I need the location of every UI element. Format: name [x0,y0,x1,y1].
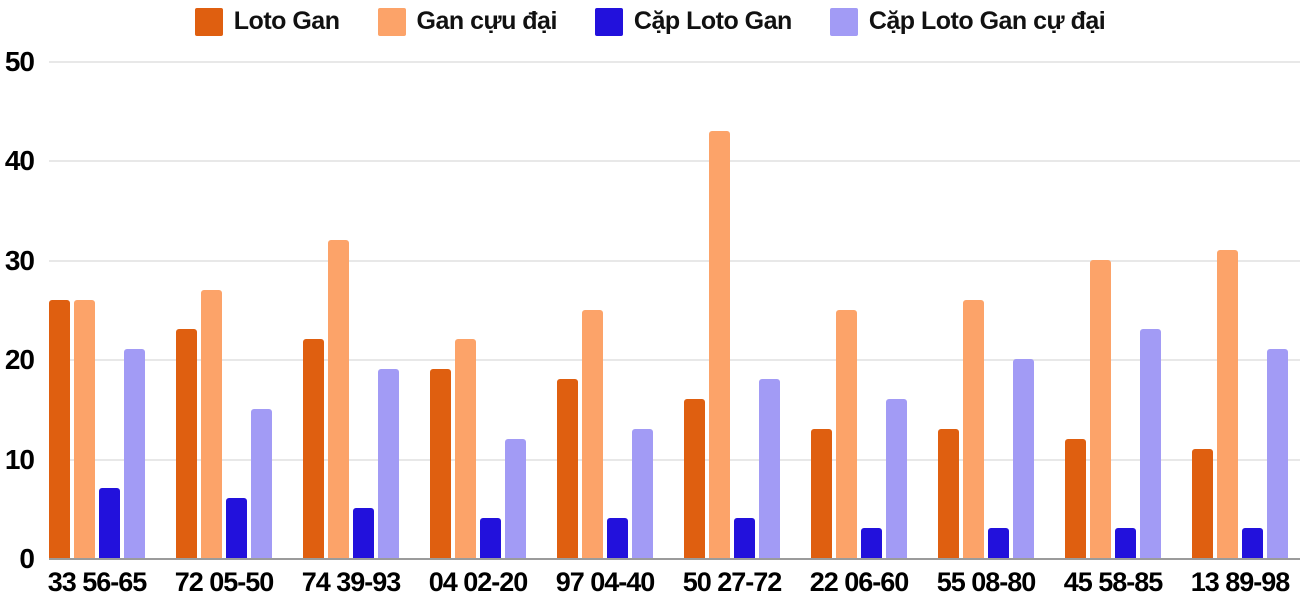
bar[interactable] [251,408,272,558]
plot-area [0,61,1300,560]
legend-swatch-icon [377,7,406,36]
legend-item[interactable]: Cặp Loto Gan [594,7,792,36]
bar[interactable] [1267,349,1288,558]
bar-group [938,61,1034,558]
bar-group [557,61,653,558]
gridline [49,160,1300,163]
y-tick-label: 40 [4,145,35,177]
x-tick-label: 74 39-93 [301,567,402,597]
bar[interactable] [1013,359,1034,558]
bar[interactable] [201,289,222,558]
bar[interactable] [582,309,603,558]
bar[interactable] [632,428,653,558]
bar-group [684,61,780,558]
bar[interactable] [1115,528,1136,558]
x-tick-label: 97 04-40 [555,567,656,597]
bar[interactable] [557,379,578,558]
legend-label: Cặp Loto Gan cự đại [868,7,1106,35]
bar[interactable] [811,428,832,558]
y-tick-label: 0 [19,543,35,574]
bar-group [1065,61,1161,558]
x-tick-label: 55 08-80 [936,567,1037,597]
bar[interactable] [1192,448,1213,558]
bar[interactable] [353,508,374,558]
bar[interactable] [378,369,399,558]
bar[interactable] [963,299,984,558]
gridline [49,458,1300,461]
x-tick-label: 04 02-20 [428,567,529,597]
legend-swatch-icon [594,7,623,36]
bar-group [49,61,145,558]
legend-label: Cặp Loto Gan [633,7,792,35]
x-tick-label: 50 27-72 [682,567,783,597]
y-tick-label: 20 [4,344,35,376]
legend-label: Loto Gan [233,7,340,35]
x-axis-line [49,558,1300,560]
x-tick-label: 13 89-98 [1190,567,1291,597]
bar[interactable] [607,518,628,558]
bar-group [176,61,272,558]
bar-group [1192,61,1288,558]
legend-item[interactable]: Cặp Loto Gan cự đại [829,7,1106,36]
bar[interactable] [1217,249,1238,558]
y-tick-label: 50 [4,46,35,77]
bar[interactable] [988,528,1009,558]
bar[interactable] [1090,259,1111,558]
bar[interactable] [480,518,501,558]
bar[interactable] [938,428,959,558]
bar[interactable] [176,329,197,558]
bar[interactable] [1140,329,1161,558]
x-tick-label: 33 56-65 [47,567,148,597]
legend-swatch-icon [194,7,223,36]
bar-group [430,61,526,558]
x-tick-label: 22 06-60 [809,567,910,597]
bar-group [811,61,907,558]
y-tick-label: 10 [4,443,35,475]
legend-item[interactable]: Gan cựu đại [377,7,558,36]
bar[interactable] [455,339,476,558]
bar[interactable] [1242,528,1263,558]
bar[interactable] [430,369,451,558]
bar[interactable] [734,518,755,558]
chart-legend: Loto Gan Gan cựu đại Cặp Loto Gan Cặp Loto … [0,7,1300,36]
bar[interactable] [886,398,907,558]
bar[interactable] [836,309,857,558]
bar[interactable] [49,299,70,558]
bar[interactable] [505,438,526,558]
bar[interactable] [328,239,349,558]
bar[interactable] [74,299,95,558]
bar-group [303,61,399,558]
bar[interactable] [303,339,324,558]
gridline [49,359,1300,362]
y-tick-label: 30 [4,244,35,276]
x-tick-label: 72 05-50 [174,567,275,597]
bar[interactable] [226,498,247,558]
bar[interactable] [1065,438,1086,558]
bar[interactable] [124,349,145,558]
bar[interactable] [861,528,882,558]
gridline [49,61,1300,63]
bar[interactable] [759,379,780,558]
legend-item[interactable]: Loto Gan [194,7,340,36]
x-tick-label: 45 58-85 [1063,567,1164,597]
legend-label: Gan cựu đại [416,7,558,35]
legend-swatch-icon [829,7,858,36]
bar[interactable] [709,130,730,558]
bar[interactable] [684,398,705,558]
gridline [49,259,1300,262]
bar[interactable] [99,488,120,558]
